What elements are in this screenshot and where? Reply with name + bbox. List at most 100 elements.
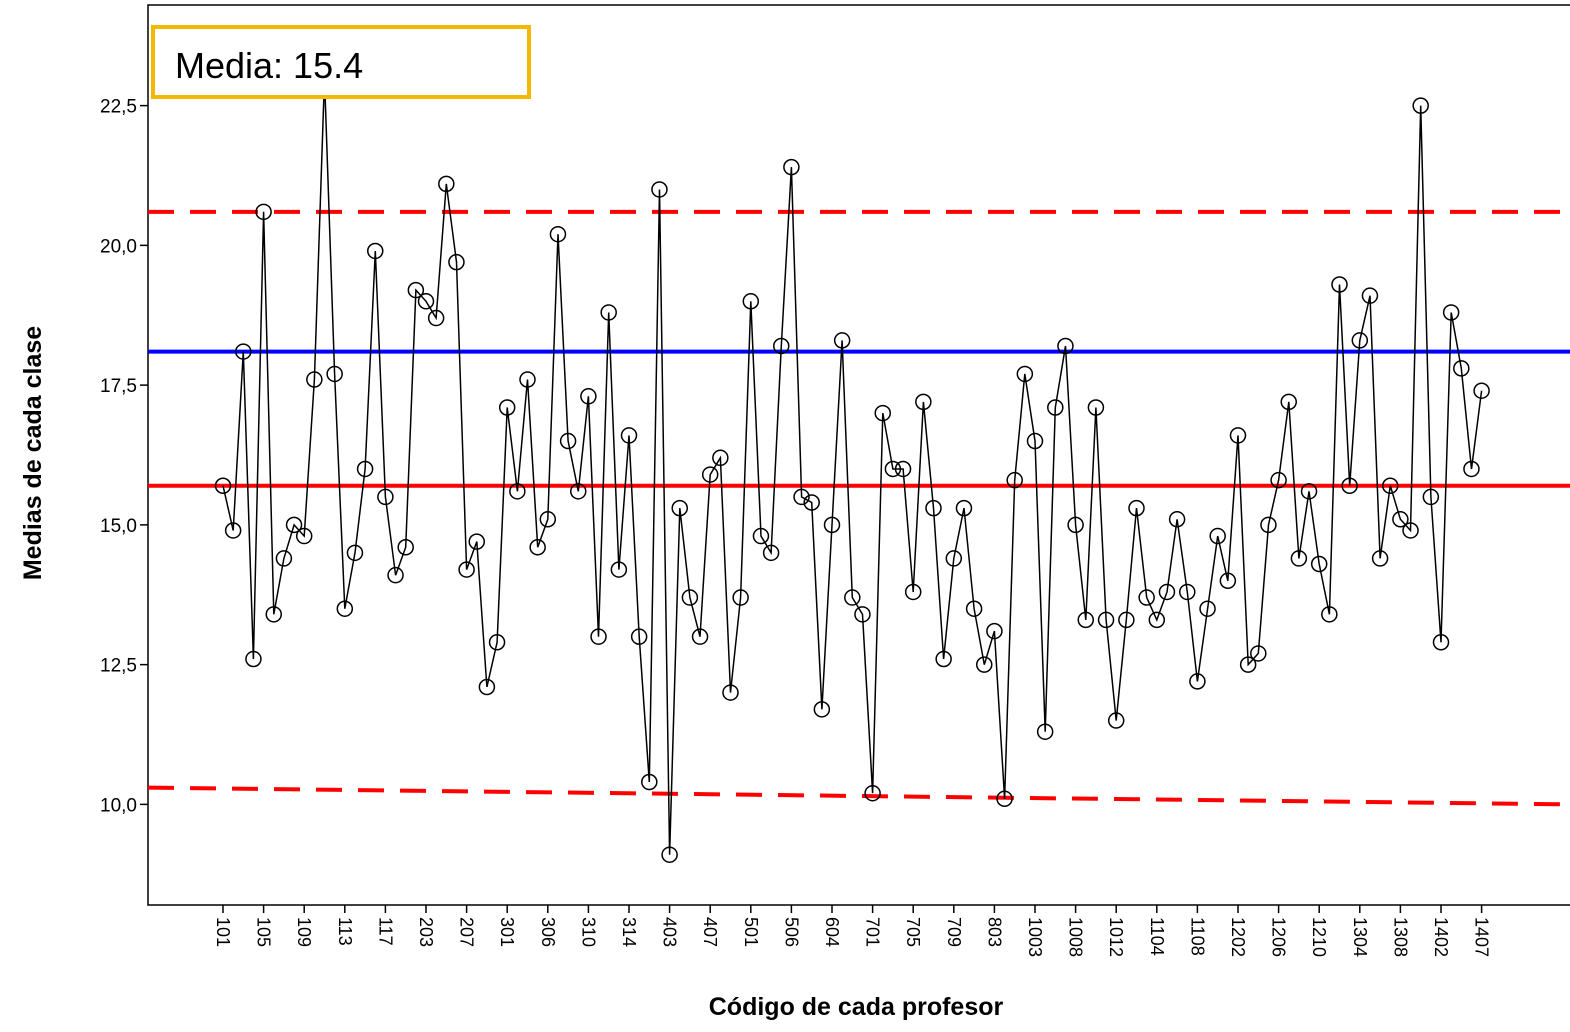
data-point (915, 393, 932, 411)
data-point (1077, 611, 1094, 629)
data-point (367, 242, 384, 260)
x-tick-label: 1012 (1106, 917, 1126, 957)
data-point (600, 304, 617, 321)
y-tick-label: 20,0 (100, 236, 137, 257)
x-tick-label: 403 (660, 917, 680, 947)
data-point (1168, 511, 1186, 528)
data-point (1422, 488, 1440, 506)
data-point (539, 511, 557, 528)
data-point (570, 483, 587, 500)
x-tick-label: 1210 (1309, 917, 1329, 957)
data-point (245, 650, 262, 668)
data-point (519, 371, 536, 388)
data-point (580, 388, 597, 405)
data-point (1250, 645, 1267, 662)
data-point (1179, 583, 1196, 601)
data-point (478, 678, 496, 696)
mean-annotation-text: Media: 15.4 (175, 45, 364, 86)
data-point (1189, 673, 1206, 690)
x-tick-label: 1308 (1390, 917, 1410, 957)
x-tick-label: 1003 (1025, 917, 1045, 957)
y-tick-label: 10,0 (100, 795, 137, 816)
data-point (427, 309, 445, 327)
data-point (1047, 399, 1064, 416)
data-point (306, 371, 323, 388)
data-point (691, 628, 709, 645)
x-tick-label: 705 (903, 917, 923, 947)
plot-border (147, 4, 1570, 906)
plot-frame (147, 4, 1570, 906)
control-limit-line (147, 785, 1570, 807)
data-point (397, 538, 414, 556)
data-point (1432, 634, 1450, 651)
data-point (1229, 427, 1247, 444)
x-tick-label: 117 (375, 917, 395, 946)
x-axis-title: Código de cada profesor (709, 993, 1004, 1021)
data-point (224, 522, 242, 539)
data-point (894, 460, 912, 478)
data-point (976, 656, 993, 673)
series-line (222, 77, 1483, 855)
data-point (1463, 460, 1480, 478)
y-axis-title: Medias de cada clase (19, 326, 47, 580)
data-point (712, 449, 729, 467)
x-tick-label: 1108 (1187, 917, 1207, 956)
x-tick-label: 1304 (1350, 917, 1370, 957)
data-point (874, 404, 891, 422)
data-point (336, 600, 354, 617)
data-point (1310, 555, 1328, 573)
x-tick-label: 1407 (1472, 917, 1492, 957)
data-point (1260, 516, 1277, 534)
data-point (295, 527, 313, 545)
data-point (1351, 332, 1369, 349)
data-point (1199, 600, 1216, 617)
data-point (661, 846, 678, 863)
data-point (651, 181, 668, 198)
x-tick-label: 709 (944, 917, 964, 947)
data-point (1036, 723, 1054, 740)
data-point (417, 293, 435, 310)
data-point (1016, 365, 1034, 383)
data-point (793, 488, 810, 506)
data-point (1107, 712, 1125, 729)
data-point (783, 158, 800, 176)
x-tick-label: 506 (781, 917, 801, 947)
data-point (742, 293, 760, 310)
data-point (1321, 606, 1338, 623)
x-tick-label: 501 (741, 917, 761, 947)
data-point (498, 399, 516, 416)
mean-annotation-box: Media: 15.4 (151, 25, 531, 99)
data-point (610, 561, 628, 578)
x-tick-label: 301 (497, 917, 517, 947)
data-point (488, 634, 506, 651)
data-point (326, 365, 343, 383)
data-point (377, 488, 394, 506)
y-tick-label: 22,5 (100, 97, 137, 118)
x-tick-label: 314 (619, 917, 639, 947)
data-point (509, 483, 526, 500)
x-tick-label: 1206 (1269, 917, 1289, 957)
x-tick-label: 306 (538, 917, 558, 947)
data-point (1331, 276, 1348, 293)
data-point (1128, 499, 1145, 517)
data-point (265, 606, 282, 623)
data-point (1402, 522, 1419, 539)
data-point (255, 203, 272, 221)
data-point (864, 784, 881, 802)
x-tick-label: 109 (294, 917, 314, 947)
data-point (1239, 656, 1257, 673)
data-point (1209, 527, 1226, 545)
data-point (630, 628, 648, 645)
data-point (387, 566, 404, 584)
x-tick-label: 105 (254, 917, 274, 947)
x-tick-label: 1104 (1147, 917, 1167, 956)
data-point (1473, 382, 1490, 399)
data-point (671, 499, 688, 517)
data-point (904, 583, 922, 601)
data-point (1097, 611, 1115, 629)
x-tick-label: 203 (416, 917, 436, 947)
data-point (1341, 477, 1358, 494)
data-point (438, 175, 455, 193)
data-point (549, 225, 567, 243)
